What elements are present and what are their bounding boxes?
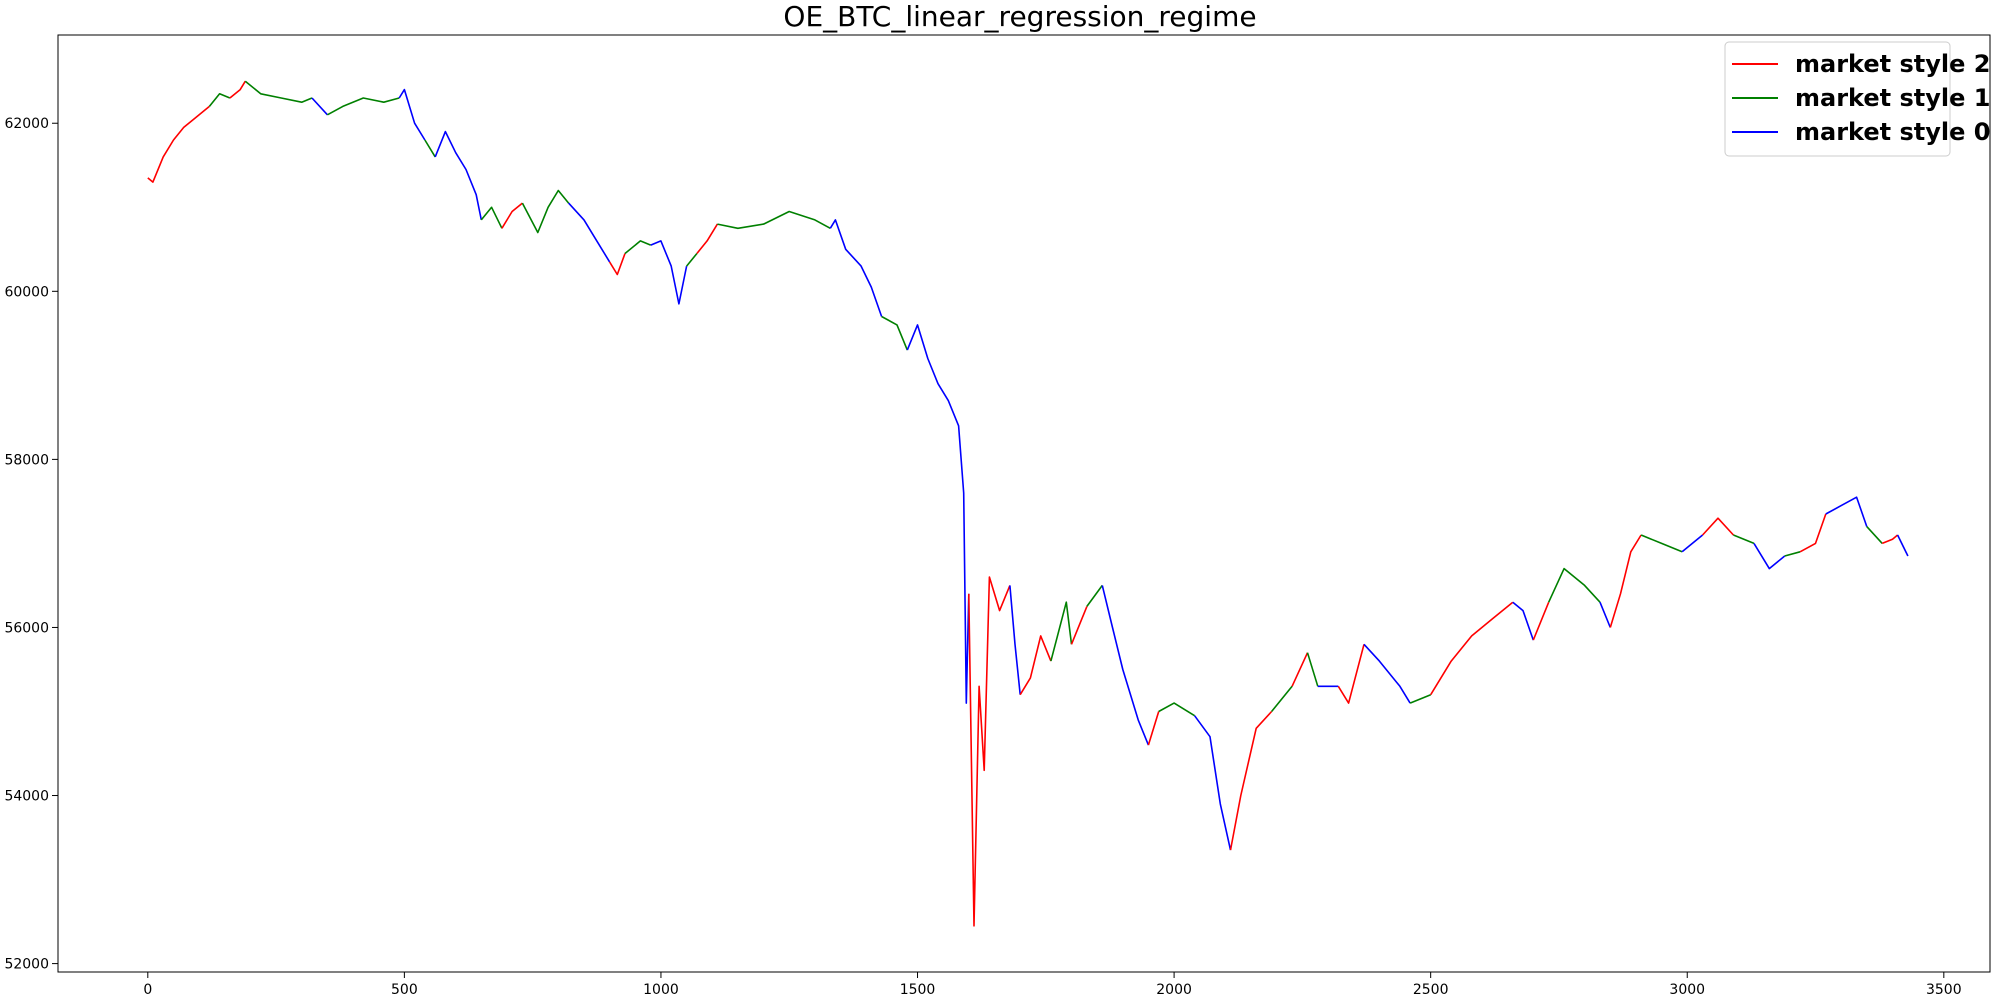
legend-label-style-0: market style 0 bbox=[1795, 118, 1990, 146]
series-line-market-style-2 bbox=[968, 576, 1011, 927]
series-line-market-style-0 bbox=[829, 219, 883, 317]
series-line-market-style-2 bbox=[1702, 517, 1734, 536]
series-line-market-style-1 bbox=[424, 139, 436, 158]
series-line-market-style-1 bbox=[1409, 693, 1432, 704]
plot-frame bbox=[57, 34, 1991, 973]
x-tick-label: 2500 bbox=[1413, 982, 1449, 998]
y-tick-label: 54000 bbox=[4, 789, 49, 805]
series-line-market-style-2 bbox=[1799, 513, 1827, 553]
series-line-market-style-2 bbox=[1147, 711, 1160, 746]
series-line-market-style-0 bbox=[1753, 542, 1786, 570]
series-line-market-style-0 bbox=[568, 202, 611, 263]
series-line-market-style-0 bbox=[650, 240, 688, 305]
series-line-market-style-1 bbox=[1640, 534, 1683, 553]
series-line-market-style-0 bbox=[1512, 601, 1535, 641]
series-line-market-style-2 bbox=[501, 202, 523, 229]
x-tick-label: 0 bbox=[143, 982, 152, 998]
series-line-market-style-1 bbox=[244, 80, 313, 103]
series-line-market-style-0 bbox=[1193, 715, 1232, 851]
series-line-market-style-1 bbox=[1547, 567, 1601, 603]
y-tick-label: 58000 bbox=[4, 452, 49, 468]
series-line-market-style-0 bbox=[398, 88, 426, 141]
y-axis: 52000 54000 56000 58000 60000 62000 bbox=[4, 116, 58, 973]
series-line-market-style-0 bbox=[1896, 534, 1909, 557]
series-line-market-style-2 bbox=[1019, 635, 1052, 696]
y-tick-label: 60000 bbox=[4, 284, 49, 300]
series-line-market-style-1 bbox=[1086, 584, 1103, 607]
y-tick-label: 56000 bbox=[4, 620, 49, 636]
x-tick-label: 1000 bbox=[643, 982, 679, 998]
series-line-market-style-2 bbox=[1291, 652, 1309, 687]
series-line-market-style-2 bbox=[1609, 534, 1642, 628]
legend-label-style-2: market style 2 bbox=[1795, 50, 1990, 78]
series-line-market-style-0 bbox=[1009, 585, 1021, 695]
x-tick-label: 3000 bbox=[1669, 982, 1705, 998]
y-tick-label: 52000 bbox=[4, 957, 49, 973]
series-line-market-style-1 bbox=[1866, 526, 1883, 544]
series-line-market-style-0 bbox=[1825, 496, 1868, 527]
series-line-market-style-0 bbox=[434, 130, 483, 221]
series-line-market-style-1 bbox=[1784, 551, 1801, 557]
series-line-market-style-0 bbox=[1599, 601, 1612, 628]
series-line-market-style-0 bbox=[1681, 534, 1704, 553]
series-line-market-style-1 bbox=[1306, 652, 1319, 687]
legend-label-style-1: market style 1 bbox=[1795, 84, 1990, 112]
series-line-market-style-2 bbox=[147, 105, 210, 183]
legend-box bbox=[1724, 41, 1951, 157]
series-line-market-style-0 bbox=[906, 324, 970, 704]
series-line-market-style-2 bbox=[1532, 601, 1550, 641]
series-line-market-style-1 bbox=[1733, 534, 1755, 545]
legend: market style 2 market style 1 market sty… bbox=[1724, 41, 1990, 157]
series-line-market-style-2 bbox=[608, 253, 626, 276]
series-line-market-style-1 bbox=[480, 206, 503, 229]
series-line-market-style-1 bbox=[685, 252, 698, 267]
y-tick-label: 62000 bbox=[4, 116, 49, 132]
x-axis: 0 500 1000 1500 2000 2500 3000 3500 bbox=[143, 972, 1962, 998]
series-line-market-style-1 bbox=[881, 315, 909, 351]
x-tick-label: 3500 bbox=[1926, 982, 1962, 998]
series-line-market-style-1 bbox=[1158, 702, 1196, 717]
x-tick-label: 500 bbox=[391, 982, 418, 998]
series-line-market-style-2 bbox=[1881, 534, 1899, 545]
series-line-market-style-1 bbox=[717, 210, 831, 230]
series-line-market-style-1 bbox=[1050, 601, 1073, 662]
x-tick-label: 2000 bbox=[1156, 982, 1192, 998]
series-group bbox=[147, 80, 1909, 927]
series-line-market-style-1 bbox=[327, 97, 400, 116]
x-tick-label: 1500 bbox=[900, 982, 936, 998]
series-line-market-style-2 bbox=[1337, 644, 1365, 704]
series-line-market-style-1 bbox=[1270, 685, 1293, 713]
series-line-market-style-2 bbox=[696, 223, 719, 255]
series-line-market-style-2 bbox=[229, 80, 246, 99]
series-line-market-style-0 bbox=[1363, 643, 1411, 704]
series-line-market-style-1 bbox=[208, 93, 231, 107]
series-line-market-style-1 bbox=[521, 189, 570, 234]
series-line-market-style-1 bbox=[624, 240, 652, 255]
series-line-market-style-2 bbox=[1430, 601, 1514, 696]
series-line-market-style-0 bbox=[311, 97, 328, 116]
series-line-market-style-2 bbox=[1229, 710, 1273, 851]
chart-title: OE_BTC_linear_regression_regime bbox=[783, 0, 1256, 33]
series-line-market-style-2 bbox=[1070, 606, 1088, 645]
series-line-market-style-0 bbox=[1101, 585, 1150, 746]
